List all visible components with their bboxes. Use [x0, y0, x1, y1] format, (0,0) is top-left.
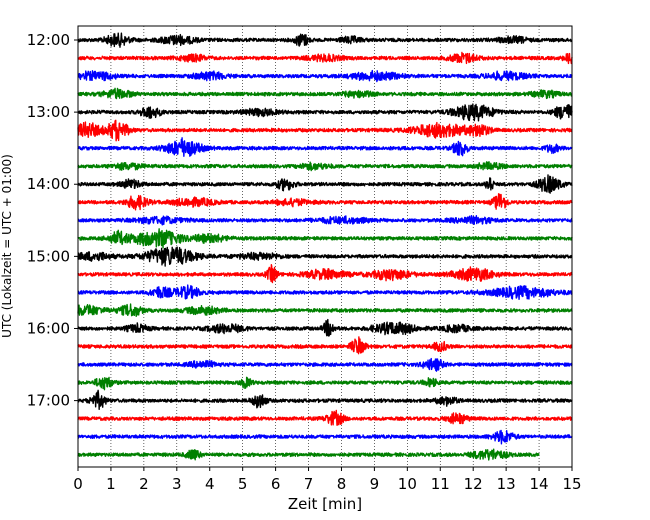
x-tick-label: 4	[205, 475, 215, 493]
x-axis: 0 1 2 3 4 5 6 7 8 9 10 11 12 13 14 15	[73, 467, 582, 493]
seismic-trace	[77, 246, 573, 267]
seismic-trace	[77, 32, 573, 48]
y-axis: 12:00 13:00 14:00 15:00 16:00 17:00	[27, 31, 78, 410]
y-tick-label: 14:00	[27, 175, 70, 193]
y-tick-label: 13:00	[27, 103, 70, 121]
x-axis-label: Zeit [min]	[288, 495, 362, 513]
seismic-trace	[77, 161, 573, 172]
y-tick-label: 12:00	[27, 31, 70, 49]
x-tick-label: 6	[271, 475, 281, 493]
seismic-trace	[77, 174, 573, 194]
seismic-trace	[77, 336, 573, 355]
x-tick-label: 0	[73, 475, 83, 493]
x-tick-label: 13	[497, 475, 516, 493]
plot-frame	[77, 25, 573, 468]
seismic-trace	[77, 103, 573, 122]
seismic-trace	[77, 429, 573, 445]
seismic-trace	[77, 193, 573, 211]
seismic-trace	[77, 409, 573, 426]
seismic-trace	[77, 214, 573, 226]
trace-layer	[77, 32, 573, 461]
seismic-trace	[77, 448, 540, 461]
x-tick-label: 10	[398, 475, 417, 493]
seismic-trace	[77, 228, 573, 249]
x-tick-label: 8	[337, 475, 347, 493]
y-tick-label: 16:00	[27, 319, 70, 337]
y-tick-label: 15:00	[27, 247, 70, 265]
x-tick-label: 15	[562, 475, 581, 493]
x-tick-label: 9	[370, 475, 380, 493]
seismic-trace	[77, 264, 573, 284]
x-tick-label: 5	[238, 475, 248, 493]
plot-area-background	[78, 26, 572, 467]
seismic-trace	[77, 318, 573, 337]
seismic-trace	[77, 69, 573, 83]
y-axis-label: UTC (Lokalzeit = UTC + 01:00)	[0, 154, 14, 338]
seismic-trace	[77, 303, 573, 318]
seismic-trace	[77, 284, 573, 300]
seismic-trace	[77, 376, 573, 391]
seismic-trace	[77, 87, 573, 100]
x-tick-label: 11	[431, 475, 450, 493]
y-tick-label: 17:00	[27, 392, 70, 410]
x-tick-label: 2	[139, 475, 149, 493]
seismic-trace	[77, 119, 573, 142]
x-tick-label: 14	[530, 475, 549, 493]
seismic-trace	[77, 137, 573, 157]
x-tick-label: 3	[172, 475, 182, 493]
seismic-trace	[77, 389, 573, 411]
seismic-trace	[77, 51, 573, 65]
x-tick-label: 1	[106, 475, 116, 493]
x-tick-label: 12	[464, 475, 483, 493]
seismic-trace	[77, 357, 573, 372]
x-tick-label: 7	[304, 475, 314, 493]
